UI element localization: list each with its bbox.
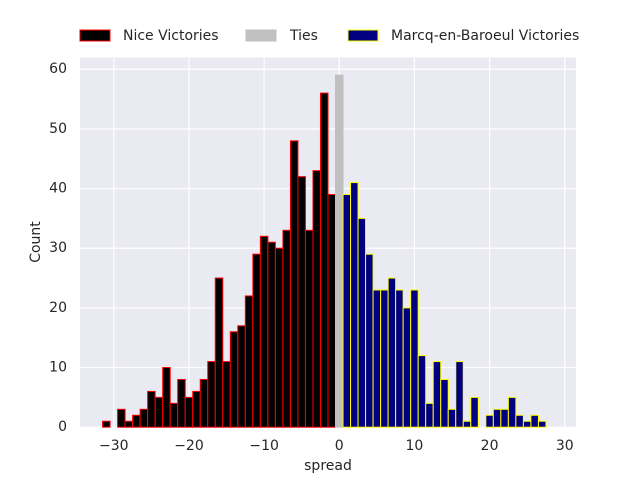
bar bbox=[470, 396, 479, 428]
bar bbox=[312, 170, 321, 428]
legend-label: Marcq-en-Baroeul Victories bbox=[391, 28, 579, 44]
legend-swatch bbox=[347, 29, 379, 42]
bar bbox=[237, 325, 246, 428]
bar bbox=[117, 408, 126, 428]
y-tick-label: 60 bbox=[49, 61, 67, 77]
y-tick-label: 10 bbox=[49, 360, 67, 376]
x-tick-label: 10 bbox=[406, 438, 424, 454]
bar bbox=[154, 396, 164, 428]
bar bbox=[335, 74, 344, 428]
bar bbox=[162, 367, 171, 428]
bar bbox=[289, 140, 299, 428]
legend-swatch bbox=[79, 29, 111, 42]
bar bbox=[537, 420, 547, 428]
bar bbox=[282, 229, 291, 428]
bar bbox=[372, 289, 382, 428]
x-tick-label: 0 bbox=[335, 438, 344, 454]
bar bbox=[222, 361, 231, 428]
legend-swatch bbox=[245, 29, 277, 42]
bar bbox=[327, 194, 337, 428]
bar bbox=[319, 92, 329, 428]
y-tick-label: 40 bbox=[49, 181, 67, 197]
bar bbox=[207, 361, 216, 428]
bar bbox=[184, 396, 194, 428]
bar bbox=[440, 378, 449, 428]
legend-label: Nice Victories bbox=[123, 28, 219, 44]
y-tick-label: 30 bbox=[49, 240, 67, 256]
bar bbox=[447, 408, 457, 428]
bar bbox=[259, 235, 269, 428]
bar bbox=[132, 414, 141, 428]
bar bbox=[199, 378, 209, 428]
bar bbox=[530, 414, 539, 428]
bar bbox=[522, 420, 532, 428]
bar bbox=[304, 229, 314, 428]
x-tick-label: −10 bbox=[249, 438, 279, 454]
bar bbox=[425, 402, 434, 428]
bar bbox=[192, 390, 201, 428]
bar bbox=[274, 247, 284, 428]
bar bbox=[297, 176, 306, 428]
bar bbox=[395, 289, 404, 428]
y-tick-label: 0 bbox=[58, 419, 67, 435]
bar bbox=[214, 277, 224, 428]
bar bbox=[342, 194, 352, 428]
x-tick-label: 30 bbox=[556, 438, 574, 454]
y-axis-label: Count bbox=[28, 221, 44, 263]
bar bbox=[500, 408, 509, 428]
bar bbox=[124, 420, 134, 428]
bar bbox=[139, 408, 149, 428]
bar bbox=[492, 408, 502, 428]
bar bbox=[417, 355, 427, 428]
bar bbox=[177, 378, 186, 428]
bar bbox=[267, 241, 276, 428]
bar bbox=[515, 414, 524, 428]
bar bbox=[229, 331, 239, 428]
bar bbox=[357, 217, 367, 428]
bar bbox=[169, 402, 179, 428]
bar bbox=[244, 295, 254, 428]
y-tick-label: 50 bbox=[49, 121, 67, 137]
legend-label: Ties bbox=[289, 28, 318, 44]
bar bbox=[252, 253, 261, 428]
x-axis-label: spread bbox=[304, 458, 352, 474]
bar bbox=[462, 420, 472, 428]
bar bbox=[147, 390, 156, 428]
bar bbox=[455, 361, 464, 428]
x-tick-label: −30 bbox=[99, 438, 129, 454]
bar bbox=[432, 361, 442, 428]
bar bbox=[387, 277, 397, 428]
bar bbox=[507, 396, 517, 428]
x-tick-label: −20 bbox=[174, 438, 204, 454]
bar bbox=[485, 414, 494, 428]
bar bbox=[102, 420, 111, 428]
x-tick-label: 20 bbox=[481, 438, 499, 454]
bar bbox=[365, 253, 374, 428]
bar bbox=[350, 182, 359, 428]
bar bbox=[410, 289, 419, 428]
bar bbox=[380, 289, 389, 428]
y-tick-label: 20 bbox=[49, 300, 67, 316]
bar bbox=[402, 307, 412, 428]
